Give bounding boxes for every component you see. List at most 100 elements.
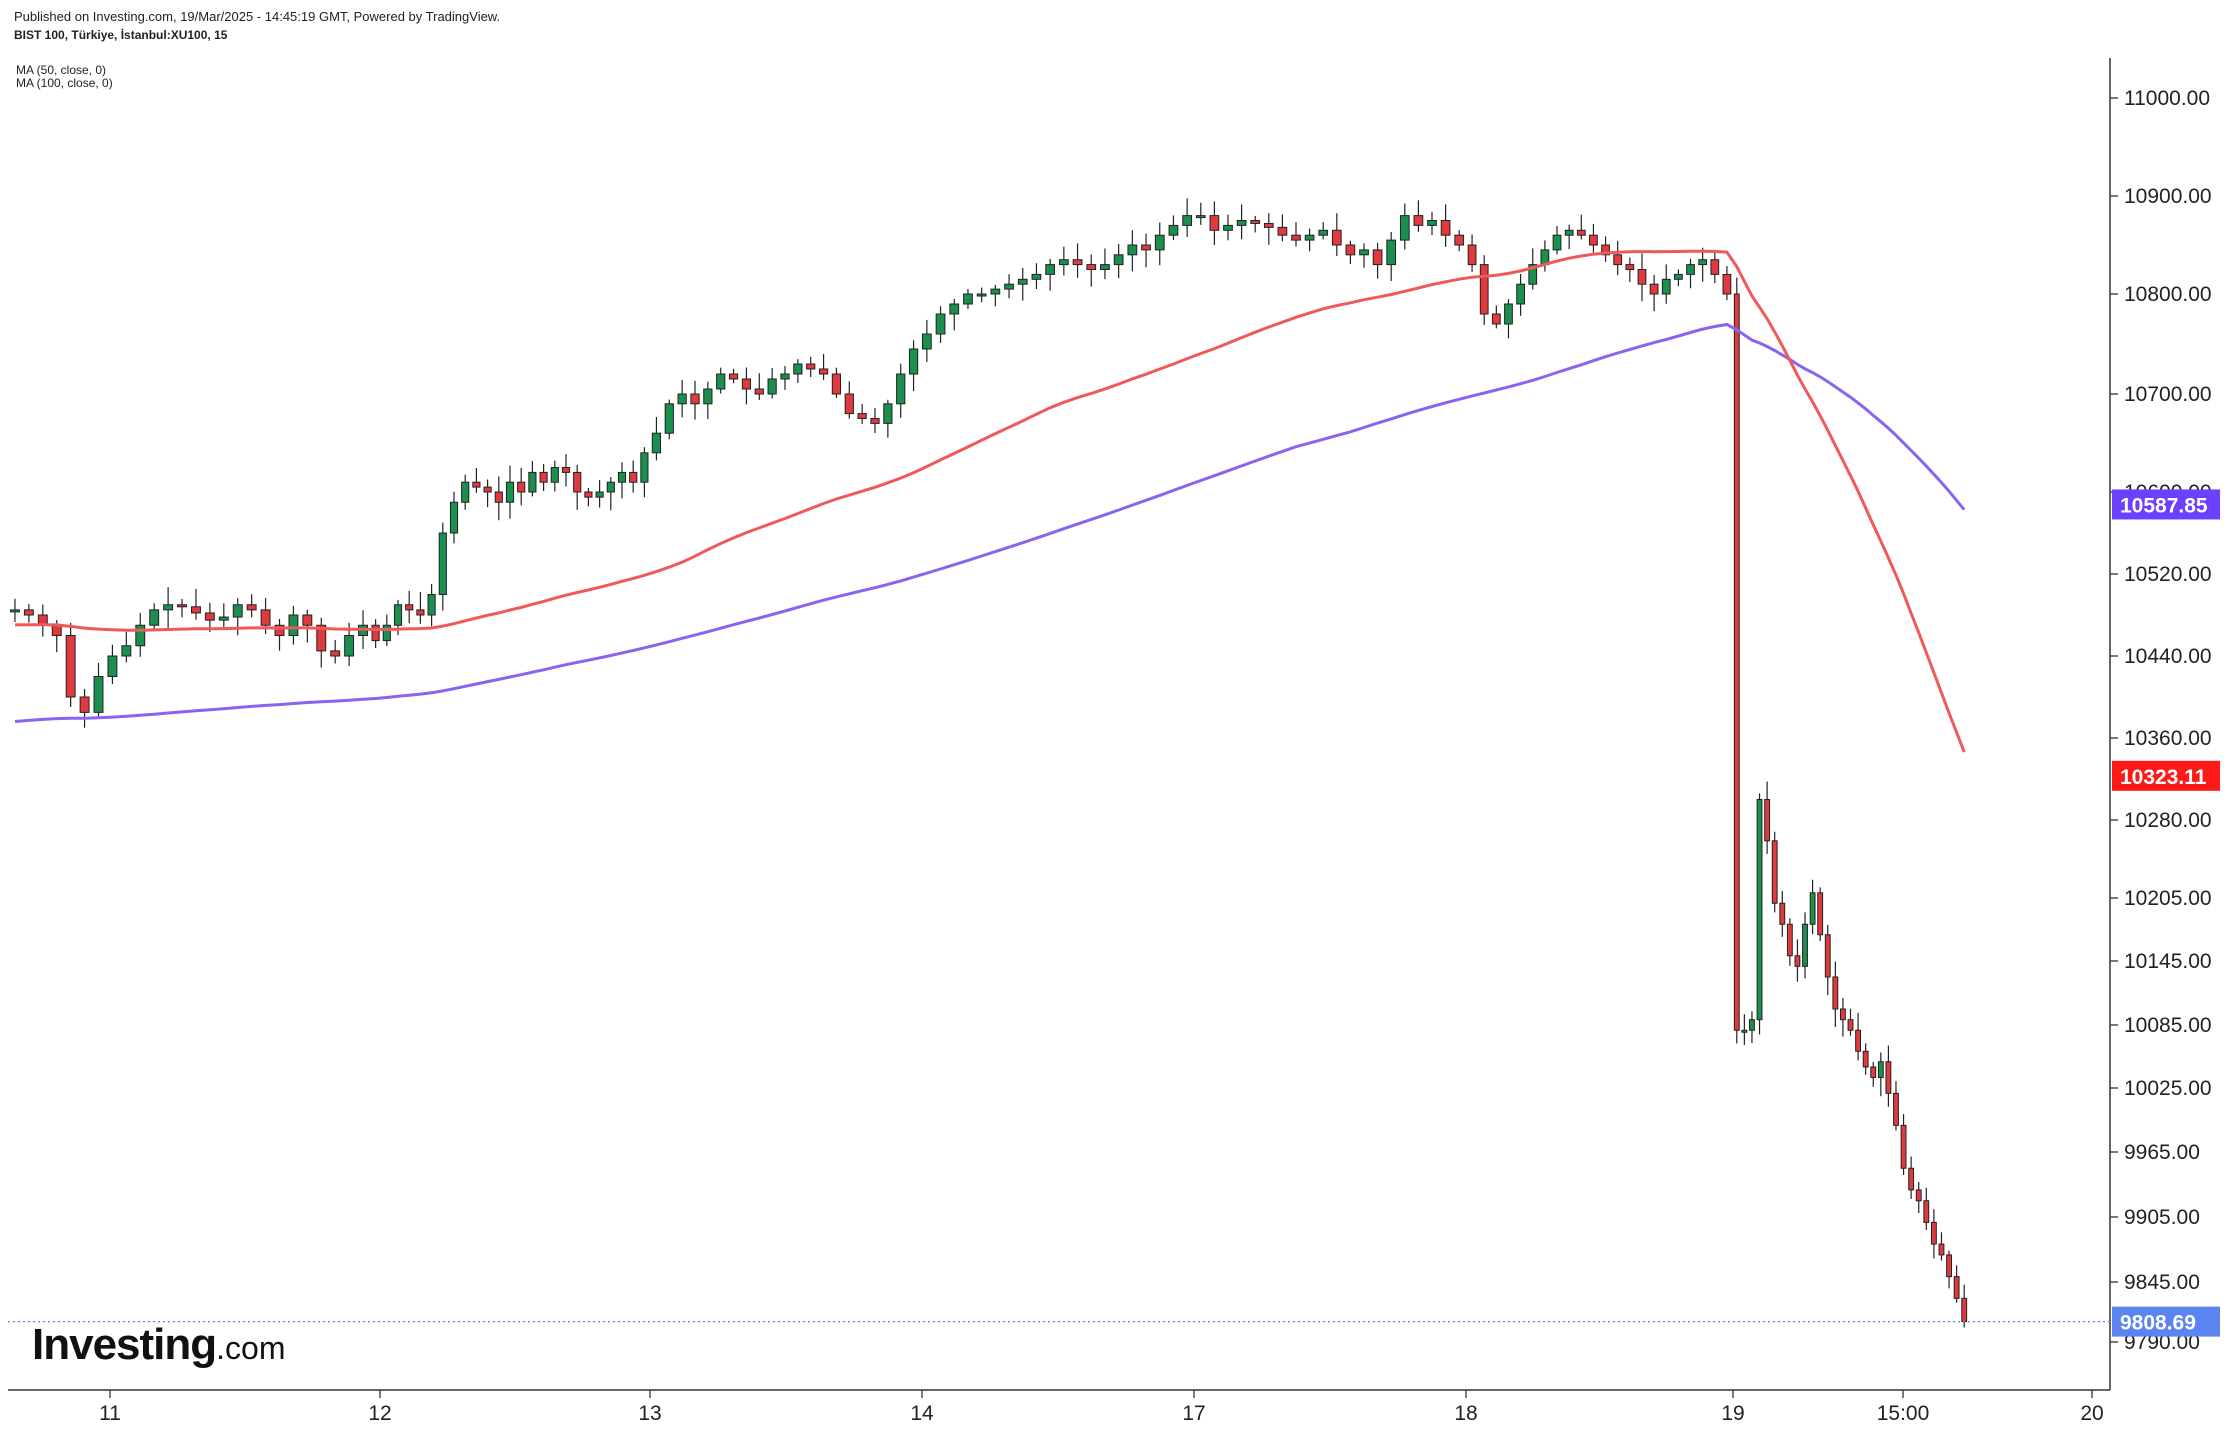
- candle-body: [1291, 234, 1301, 241]
- candle: [741, 367, 752, 405]
- legend-ma50: MA (50, close, 0): [16, 63, 107, 77]
- price-tags: 10587.85 10323.11 9808.69: [8, 489, 2220, 1337]
- candle-body: [1649, 283, 1659, 295]
- candle-body: [883, 403, 893, 424]
- candle: [1552, 225, 1562, 255]
- candle-body: [1946, 1254, 1952, 1278]
- candle: [1686, 258, 1695, 289]
- candle: [1045, 259, 1056, 291]
- candle-body: [1127, 244, 1138, 256]
- logo-main: Investing: [32, 1320, 217, 1369]
- candle-body: [393, 604, 403, 626]
- candle-body: [1479, 264, 1489, 315]
- candle: [1938, 1232, 1945, 1261]
- candle: [1661, 264, 1671, 304]
- candle-body: [1386, 239, 1397, 266]
- investing-logo: Investing.com: [32, 1320, 286, 1370]
- candle-body: [330, 650, 341, 657]
- candle: [246, 594, 257, 618]
- candle: [1318, 222, 1329, 240]
- candle: [1771, 831, 1778, 913]
- candle: [494, 476, 503, 521]
- candle-body: [517, 481, 526, 493]
- candle: [1127, 230, 1138, 272]
- x-tick-label: 13: [638, 1402, 661, 1425]
- x-tick-label: 20: [2080, 1402, 2103, 1425]
- candle: [896, 363, 906, 418]
- candle: [461, 474, 470, 510]
- candle-body: [584, 491, 593, 498]
- candle-body: [427, 594, 436, 616]
- candle-body: [505, 481, 515, 503]
- candle: [1698, 247, 1708, 282]
- candle: [1923, 1187, 1930, 1231]
- ma100-price-tag: 10587.85: [2112, 489, 2220, 520]
- candle: [793, 359, 803, 383]
- candle-body: [767, 378, 777, 395]
- candle-body: [218, 616, 229, 621]
- candle-body: [1923, 1200, 1930, 1223]
- last-price-tag-text: 9808.69: [2120, 1312, 2196, 1335]
- candle: [1855, 1012, 1862, 1061]
- logo-suffix: .com: [216, 1330, 286, 1366]
- candle: [1540, 240, 1550, 272]
- candle: [1209, 201, 1220, 245]
- candle: [1885, 1045, 1892, 1107]
- candle-body: [204, 612, 215, 621]
- candle-body: [483, 486, 492, 493]
- x-tick-label: 14: [910, 1402, 934, 1425]
- candle: [844, 381, 854, 419]
- candle: [1839, 998, 1846, 1037]
- candle-body: [1637, 269, 1647, 285]
- candle: [438, 522, 447, 611]
- y-tick-label: 9965.00: [2124, 1141, 2200, 1164]
- candle-body: [65, 635, 76, 698]
- candle: [1113, 244, 1124, 279]
- candle-body: [1440, 220, 1451, 236]
- candle: [716, 367, 726, 394]
- candle-body: [935, 313, 946, 335]
- y-tick-label: 10025.00: [2124, 1077, 2212, 1100]
- candle-body: [1722, 273, 1732, 295]
- candle: [416, 592, 425, 624]
- candle-body: [274, 624, 285, 636]
- candle-body: [1100, 264, 1110, 271]
- candle-body: [1839, 1008, 1846, 1021]
- candle: [107, 644, 118, 684]
- candle-body: [595, 491, 604, 498]
- candle-body: [163, 604, 174, 611]
- candle: [1516, 274, 1525, 316]
- legend-ma100: MA (100, close, 0): [16, 76, 113, 90]
- candle-body: [1877, 1061, 1884, 1078]
- candle-body: [232, 604, 243, 618]
- candle: [728, 368, 739, 384]
- candle: [1915, 1181, 1922, 1213]
- last-price-tag-bg: [2112, 1306, 2220, 1337]
- candle-body: [528, 471, 537, 493]
- candle: [517, 468, 526, 506]
- candle: [427, 584, 436, 627]
- candle: [1817, 887, 1824, 942]
- candle: [218, 603, 229, 629]
- candle-body: [640, 452, 649, 483]
- candle: [990, 284, 1001, 307]
- candle-body: [1915, 1189, 1922, 1202]
- candle-body: [976, 293, 987, 297]
- candle-body: [1961, 1297, 1968, 1323]
- candle-body: [1491, 313, 1501, 325]
- candle-body: [149, 609, 160, 626]
- candle: [1454, 230, 1465, 252]
- candle: [1154, 222, 1165, 266]
- candle-body: [1277, 226, 1288, 236]
- candle-body: [896, 373, 906, 405]
- candle-body: [1786, 923, 1793, 957]
- candle-body: [690, 393, 700, 405]
- candle: [1359, 243, 1369, 268]
- y-tick-label: 10440.00: [2124, 645, 2212, 668]
- candle: [65, 622, 76, 707]
- candle-body: [1809, 892, 1816, 925]
- candle: [149, 603, 160, 631]
- y-tick-label: 9790.00: [2124, 1331, 2200, 1354]
- candle: [818, 353, 829, 380]
